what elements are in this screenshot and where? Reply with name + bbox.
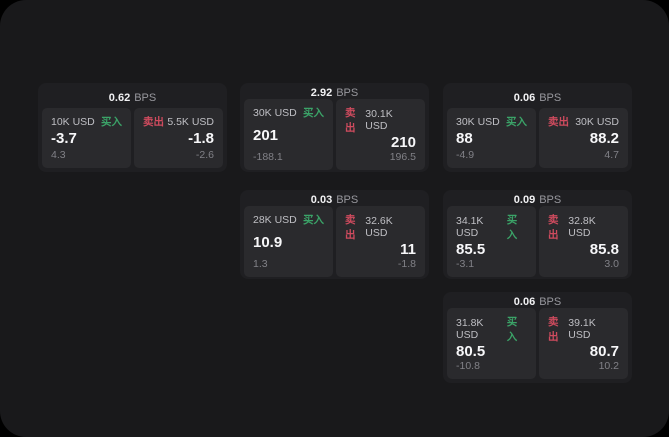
buy-tag: 买入 — [303, 214, 324, 226]
sell-delta: -2.6 — [195, 149, 214, 161]
quote-card: 2.92 BPS 30K USD 买入 201 -188.1 卖出 30.1K … — [240, 83, 429, 172]
sell-panel[interactable]: 卖出 5.5K USD -1.8 -2.6 — [134, 108, 223, 168]
buy-panel[interactable]: 30K USD 买入 201 -188.1 — [244, 99, 333, 170]
buy-size: 30K USD — [253, 106, 297, 119]
buy-price: 80.5 — [456, 343, 486, 360]
sell-panel[interactable]: 卖出 30.1K USD 210 196.5 — [336, 99, 425, 170]
sell-panel[interactable]: 卖出 39.1K USD 80.7 10.2 — [539, 308, 628, 379]
buy-tag: 买入 — [506, 214, 518, 241]
buy-price: 88 — [456, 130, 473, 147]
buy-delta: -10.8 — [456, 360, 480, 372]
bps-unit: BPS — [336, 87, 359, 99]
bps-unit: BPS — [336, 194, 359, 206]
quote-card: 0.06 BPS 31.8K USD 买入 80.5 -10.8 卖出 39.1… — [443, 292, 632, 383]
quote-card: 0.06 BPS 30K USD 买入 88 -4.9 卖出 30K USD 8… — [443, 83, 632, 172]
sell-price: 85.8 — [589, 241, 619, 258]
buy-delta: 4.3 — [51, 149, 66, 161]
sell-size: 5.5K USD — [167, 115, 214, 128]
buy-delta: -3.1 — [456, 258, 475, 270]
buy-price: 85.5 — [456, 241, 486, 258]
bps-value: 0.62 — [108, 91, 131, 104]
bps-value: 0.03 — [310, 194, 333, 206]
sell-size: 30.1K USD — [365, 108, 393, 132]
buy-tag: 买入 — [303, 107, 324, 119]
buy-delta: -4.9 — [456, 149, 475, 161]
buy-tag: 买入 — [506, 316, 518, 343]
buy-size: 30K USD — [456, 115, 500, 128]
sell-tag: 卖出 — [548, 116, 569, 128]
sell-price: 11 — [400, 241, 416, 258]
sell-size: 32.6K USD — [365, 215, 393, 239]
sell-delta: -1.8 — [397, 258, 416, 270]
sell-tag: 卖出 — [548, 214, 559, 241]
buy-size: 31.8K USD — [456, 317, 484, 341]
sell-price: 210 — [390, 134, 416, 151]
buy-panel[interactable]: 30K USD 买入 88 -4.9 — [447, 108, 536, 168]
quote-card: 0.09 BPS 34.1K USD 买入 85.5 -3.1 卖出 32.8K… — [443, 190, 632, 279]
sell-delta: 196.5 — [389, 151, 416, 163]
buy-tag: 买入 — [101, 116, 122, 128]
buy-tag: 买入 — [506, 116, 527, 128]
buy-price: 10.9 — [253, 233, 283, 251]
sell-panel[interactable]: 卖出 30K USD 88.2 4.7 — [539, 108, 628, 168]
quote-card: 0.62 BPS 10K USD 买入 -3.7 4.3 卖出 5.5K USD… — [38, 83, 227, 172]
buy-panel[interactable]: 10K USD 买入 -3.7 4.3 — [42, 108, 131, 168]
sell-tag: 卖出 — [143, 116, 164, 128]
bps-unit: BPS — [539, 91, 562, 104]
sell-price: -1.8 — [188, 130, 214, 147]
buy-size: 34.1K USD — [456, 215, 484, 239]
bps-header: 0.06 BPS — [447, 296, 628, 308]
bps-value: 0.09 — [513, 194, 536, 206]
buy-price: 201 — [253, 126, 279, 144]
sell-delta: 10.2 — [598, 360, 619, 372]
bps-header: 0.62 BPS — [42, 87, 223, 108]
sell-size: 32.8K USD — [568, 215, 596, 239]
bps-header: 2.92 BPS — [244, 87, 425, 99]
bps-header: 0.06 BPS — [447, 87, 628, 108]
buy-size: 10K USD — [51, 115, 95, 128]
buy-size: 28K USD — [253, 213, 297, 226]
buy-delta: -188.1 — [253, 151, 283, 163]
bps-unit: BPS — [539, 194, 562, 206]
buy-panel[interactable]: 34.1K USD 买入 85.5 -3.1 — [447, 206, 536, 277]
bps-header: 0.03 BPS — [244, 194, 425, 206]
sell-delta: 3.0 — [604, 258, 619, 270]
buy-delta: 1.3 — [253, 258, 268, 270]
buy-panel[interactable]: 28K USD 买入 10.9 1.3 — [244, 206, 333, 277]
sell-panel[interactable]: 卖出 32.8K USD 85.8 3.0 — [539, 206, 628, 277]
sell-tag: 卖出 — [345, 214, 356, 241]
bps-value: 0.06 — [513, 296, 536, 308]
sell-tag: 卖出 — [548, 316, 559, 343]
sell-tag: 卖出 — [345, 107, 356, 134]
sell-price: 88.2 — [589, 130, 619, 147]
sell-delta: 4.7 — [604, 149, 619, 161]
sell-panel[interactable]: 卖出 32.6K USD 11 -1.8 — [336, 206, 425, 277]
sell-size: 39.1K USD — [568, 317, 596, 341]
quote-card: 0.03 BPS 28K USD 买入 10.9 1.3 卖出 32.6K US… — [240, 190, 429, 279]
buy-panel[interactable]: 31.8K USD 买入 80.5 -10.8 — [447, 308, 536, 379]
buy-price: -3.7 — [51, 130, 77, 147]
bps-unit: BPS — [539, 296, 562, 308]
bps-header: 0.09 BPS — [447, 194, 628, 206]
bps-value: 0.06 — [513, 91, 536, 104]
bps-value: 2.92 — [310, 87, 333, 99]
sell-price: 80.7 — [589, 343, 619, 360]
bps-unit: BPS — [134, 91, 157, 104]
sell-size: 30K USD — [575, 115, 619, 128]
